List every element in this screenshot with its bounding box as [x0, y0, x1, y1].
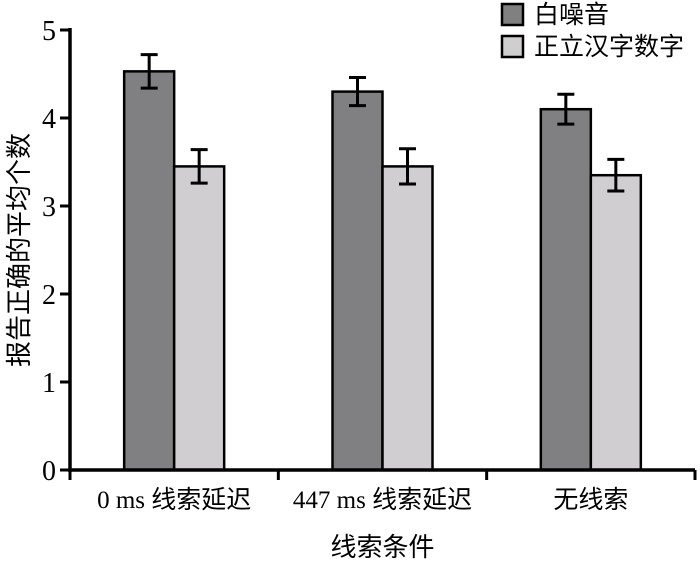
y-axis-title: 报告正确的平均个数: [5, 133, 34, 367]
legend-label-1: 正立汉字数字: [534, 33, 684, 61]
legend-swatch-0: [500, 2, 525, 27]
y-tick-label-0: 0: [42, 456, 56, 487]
x-tick-label-2: 无线索: [553, 486, 628, 514]
x-tick-label-1: 447 ms 线索延迟: [293, 486, 472, 514]
bar-series0-cat2: [539, 107, 593, 472]
y-tick-label-3: 3: [42, 192, 56, 223]
y-tick-label-5: 5: [42, 16, 56, 47]
x-tick-label-0: 0 ms 线索延迟: [97, 486, 251, 514]
x-axis-title: 线索条件: [330, 533, 434, 562]
y-tick-label-4: 4: [42, 104, 56, 135]
bar-series1-cat1: [381, 165, 434, 472]
bar-series1-cat2: [589, 173, 643, 472]
y-tick-label-1: 1: [42, 368, 56, 399]
legend-swatch-1: [500, 34, 525, 59]
legend-label-0: 白噪音: [534, 1, 609, 29]
bar-series1-cat0: [172, 165, 226, 472]
y-tick-label-2: 2: [42, 280, 56, 311]
bar-series0-cat0: [122, 70, 176, 472]
bar-series0-cat1: [331, 90, 384, 472]
